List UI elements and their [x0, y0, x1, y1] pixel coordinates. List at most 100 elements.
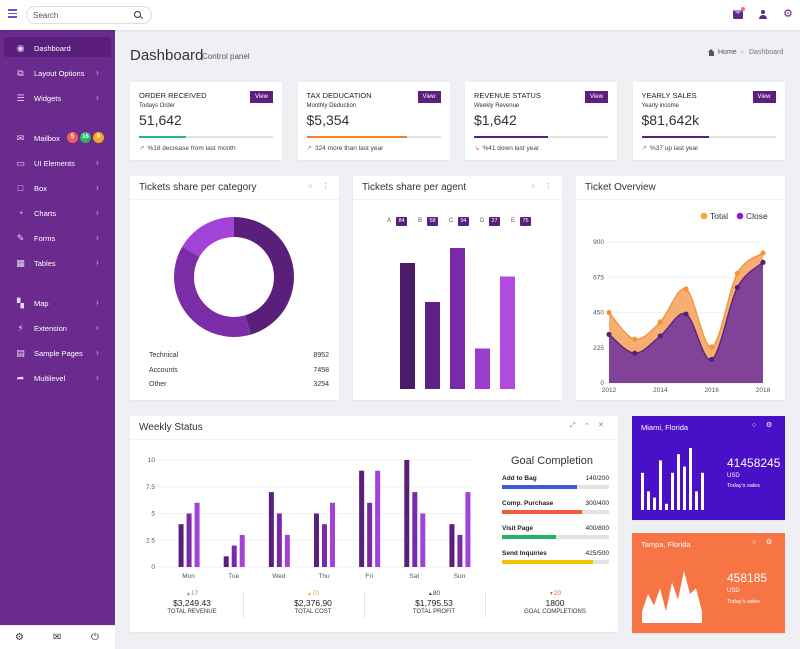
search-input[interactable] [33, 9, 128, 22]
point-close[interactable] [734, 284, 740, 291]
gear-icon[interactable]: ⚙ [766, 539, 773, 546]
agent-bar-C[interactable] [450, 248, 465, 389]
weekly-bar-sun[interactable] [465, 492, 471, 567]
close-icon[interactable]: ✕ [598, 422, 604, 429]
stat-note-text: 324 more than last year [314, 145, 384, 152]
sidebar-item-sample-pages[interactable]: ▤ Sample Pages › [0, 345, 115, 363]
y-tick-label: 675 [593, 274, 604, 281]
arrow-down-icon: ▼ [548, 591, 554, 597]
point-close[interactable] [683, 311, 689, 317]
weekly-bar-wed[interactable] [268, 492, 274, 567]
menu-toggle-icon[interactable] [8, 9, 17, 18]
user-icon[interactable] [758, 10, 768, 19]
more-icon[interactable]: ⋮ [322, 183, 329, 190]
weekly-bar-sat[interactable] [420, 513, 426, 568]
refresh-icon[interactable]: ○ [531, 183, 536, 190]
city-name: Miami, Florida [641, 423, 689, 432]
miami-bar [647, 491, 650, 510]
weekly-bar-fri[interactable] [367, 502, 373, 567]
weekly-bar-sat[interactable] [412, 492, 418, 567]
y-tick-label: 0 [151, 564, 155, 571]
weekly-bar-thu[interactable] [322, 524, 327, 567]
point-total[interactable] [657, 319, 663, 325]
view-button[interactable]: View [250, 91, 273, 103]
weekly-bar-mon[interactable] [186, 513, 192, 568]
point-total[interactable] [734, 270, 740, 276]
weekly-bar-tue[interactable] [223, 556, 229, 567]
map-icon: ▚ [17, 298, 24, 308]
search-icon[interactable] [134, 11, 141, 18]
weekly-bar-sat[interactable] [404, 460, 410, 567]
progress-fill [139, 136, 186, 138]
sidebar-item-charts[interactable]: ◔ Charts › [0, 205, 115, 223]
city-currency: USD [727, 588, 740, 594]
weekly-bar-tue[interactable] [239, 534, 245, 567]
sidebar-item-tables[interactable]: ▦ Tables › [0, 255, 115, 273]
weekly-bar-mon[interactable] [194, 502, 200, 567]
agent-bar-A[interactable] [400, 263, 415, 389]
weekly-bar-sun[interactable] [449, 524, 455, 567]
gear-icon[interactable]: ⚙ [783, 8, 793, 20]
agent-bar-B[interactable] [425, 302, 440, 389]
power-icon[interactable]: ⏻ [91, 632, 99, 643]
sidebar-item-box[interactable]: □ Box › [0, 180, 115, 198]
expand-icon[interactable]: ⤢ [570, 422, 576, 429]
point-close[interactable] [709, 356, 715, 363]
point-close[interactable] [760, 259, 766, 265]
agent-value-badge: 84 [396, 217, 407, 226]
sidebar-item-mailbox[interactable]: ✉ Mailbox 5 16 9 [0, 130, 115, 148]
weekly-bar-thu[interactable] [330, 502, 335, 567]
sidebar-item-extension[interactable]: ⚡ Extension › [0, 320, 115, 338]
summary-delta: ▼20 [495, 590, 615, 597]
weekly-bar-wed[interactable] [284, 534, 290, 567]
sidebar-item-layout-options[interactable]: ⧉ Layout Options › [0, 65, 115, 83]
refresh-icon[interactable]: ○ [752, 422, 757, 429]
point-close[interactable] [657, 333, 663, 339]
envelope-icon[interactable]: ✉ [53, 632, 62, 643]
sidebar-item-forms[interactable]: ✎ Forms › [0, 230, 115, 248]
point-total[interactable] [709, 344, 715, 350]
category-label: Other [149, 381, 167, 388]
view-button[interactable]: View [752, 91, 776, 103]
weekly-bar-thu[interactable] [314, 513, 319, 568]
collapse-icon[interactable]: ⌃ [584, 423, 590, 430]
page-title: Dashboard [130, 47, 204, 64]
point-total[interactable] [606, 309, 612, 316]
weekly-bar-tue[interactable] [231, 545, 237, 567]
weekly-bar-wed[interactable] [276, 513, 282, 568]
point-total[interactable] [760, 250, 766, 256]
more-icon[interactable]: ⋮ [545, 183, 552, 190]
agent-bar-E[interactable] [500, 276, 515, 390]
sidebar-item-map[interactable]: ▚ Map › [0, 295, 115, 313]
agent-value-badge: 27 [489, 217, 500, 226]
weekly-summary: ▲70 $2,376.90 TOTAL COST [253, 590, 373, 615]
home-icon[interactable] [708, 49, 715, 56]
sidebar-item-dashboard[interactable]: ◉ Dashboard [0, 40, 115, 58]
weekly-bar-mon[interactable] [178, 524, 184, 567]
summary-delta: ▲17 [132, 590, 252, 597]
sidebar-item-ui-elements[interactable]: ▭ UI Elements › [0, 155, 115, 173]
weekly-bar-fri[interactable] [375, 470, 381, 567]
refresh-icon[interactable]: ○ [752, 539, 757, 546]
refresh-icon[interactable]: ○ [308, 183, 313, 190]
gear-icon[interactable]: ⚙ [766, 422, 773, 429]
mail-icon[interactable] [733, 10, 743, 19]
sidebar-item-widgets[interactable]: ☰ Widgets › [0, 90, 115, 108]
donut-slice-other[interactable] [182, 217, 234, 257]
weekly-summary: ▲17 $3,249.43 TOTAL REVENUE [132, 590, 252, 615]
donut-slice-technical[interactable] [234, 217, 294, 335]
point-total[interactable] [683, 286, 689, 292]
weekly-bar-fri[interactable] [359, 470, 365, 567]
settings-icon[interactable]: ⚙ [15, 632, 24, 643]
weekly-bar-sun[interactable] [457, 534, 463, 567]
point-close[interactable] [632, 350, 638, 356]
donut-slice-accounts[interactable] [174, 246, 251, 337]
point-total[interactable] [632, 336, 638, 342]
stat-value: $1,642 [474, 112, 517, 128]
breadcrumb-home[interactable]: Home [718, 49, 737, 56]
agent-bar-D[interactable] [475, 348, 490, 390]
view-button[interactable]: View [417, 91, 441, 103]
view-button[interactable]: View [585, 91, 608, 103]
sidebar-item-multilevel[interactable]: ➦ Multilevel › [0, 370, 115, 388]
point-close[interactable] [606, 331, 612, 338]
